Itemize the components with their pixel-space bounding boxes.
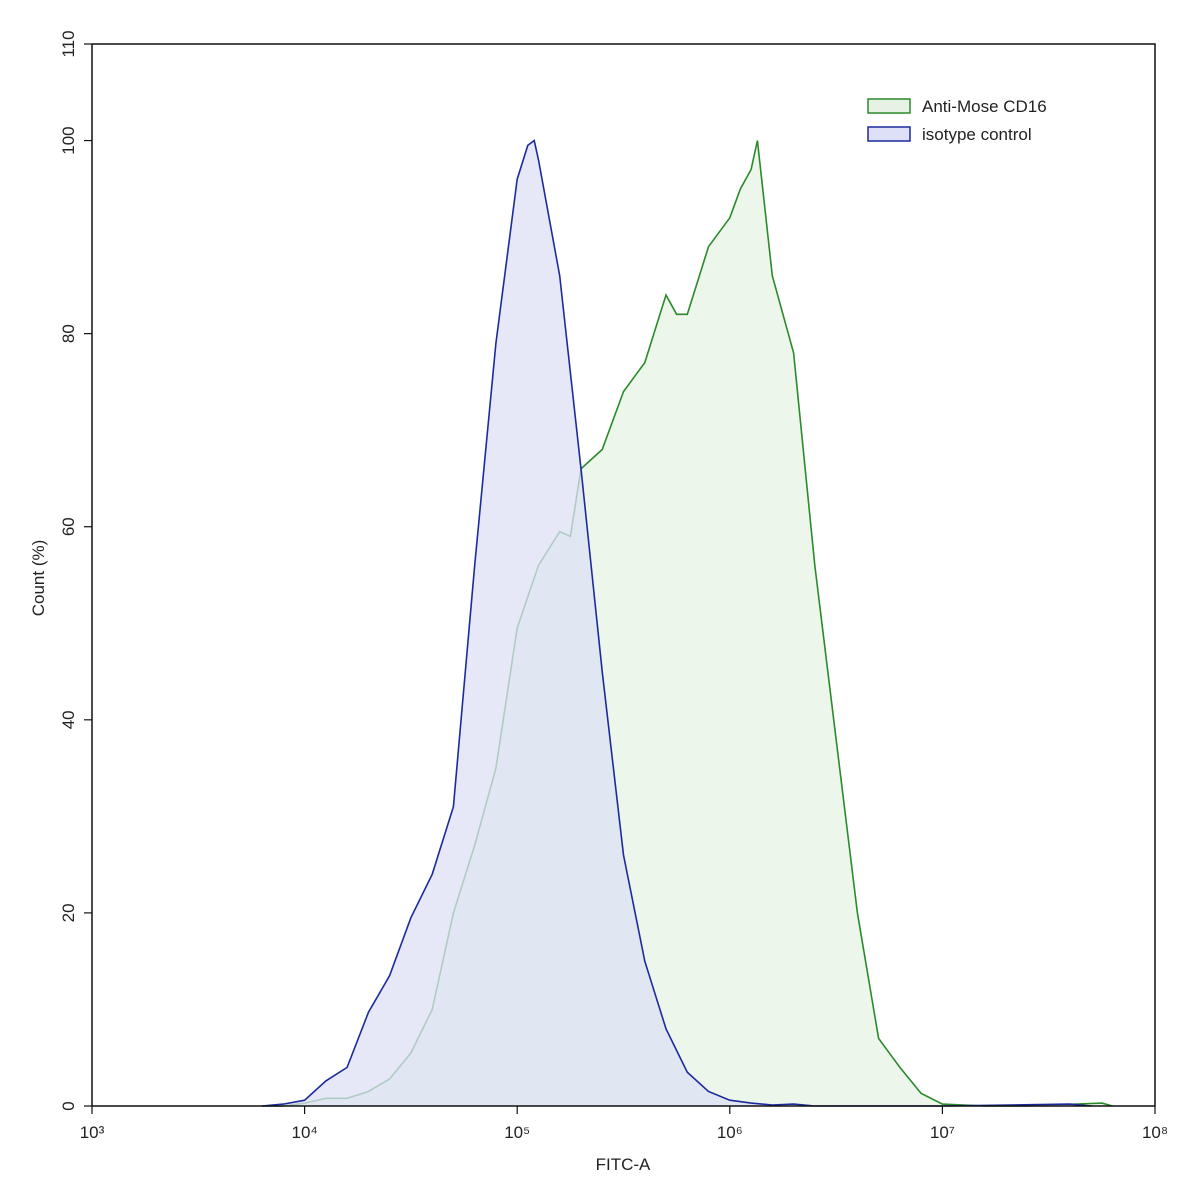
y-axis-label: Count (%)	[29, 540, 48, 617]
x-tick-label: 10⁶	[717, 1123, 743, 1142]
legend-label: Anti-Mose CD16	[922, 97, 1047, 116]
plot-frame	[91, 43, 1156, 1107]
x-tick-label: 10³	[80, 1123, 105, 1142]
y-tick-label: 100	[59, 126, 78, 154]
legend-label: isotype control	[922, 125, 1032, 144]
y-tick-label: 40	[59, 710, 78, 729]
x-tick-label: 10⁸	[1142, 1123, 1168, 1142]
y-tick-label: 20	[59, 903, 78, 922]
legend-swatch	[867, 98, 911, 114]
x-axis-label: FITC-A	[596, 1155, 651, 1174]
y-tick-label: 80	[59, 324, 78, 343]
y-tick-label: 60	[59, 517, 78, 536]
histogram-area	[262, 139, 1092, 1107]
legend-swatch	[867, 126, 911, 142]
y-tick-label: 0	[59, 1101, 78, 1110]
x-tick-label: 10⁴	[291, 1123, 317, 1142]
y-tick-label: 110	[59, 30, 78, 57]
x-tick-label: 10⁷	[930, 1123, 955, 1142]
x-tick-label: 10⁵	[504, 1123, 530, 1142]
histogram-area	[262, 140, 1113, 1107]
